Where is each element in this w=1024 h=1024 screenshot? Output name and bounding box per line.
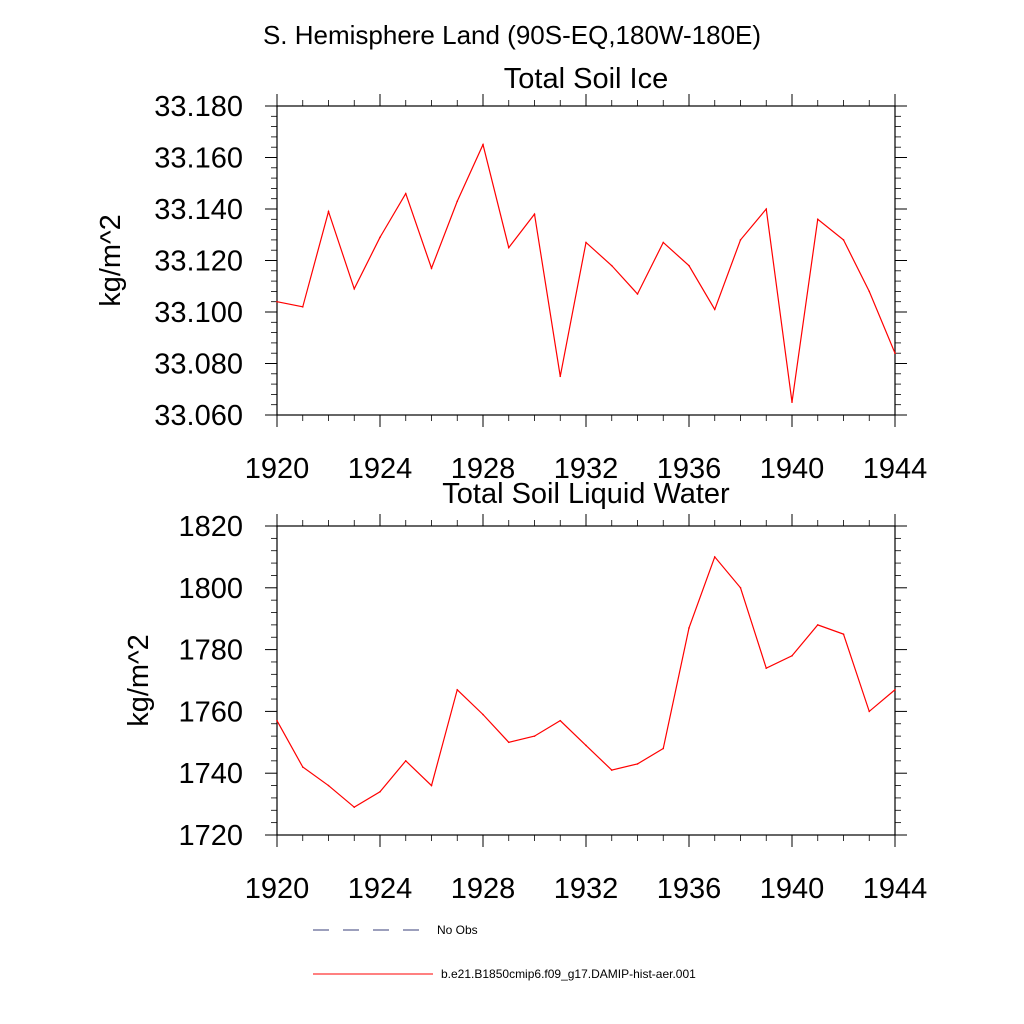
y-tick-label: 1780 <box>178 635 243 667</box>
data-point <box>636 293 639 295</box>
x-tick-label: 1932 <box>554 873 619 905</box>
data-point <box>559 375 562 378</box>
data-point <box>327 784 330 787</box>
chart-title: Total Soil Ice <box>504 63 668 95</box>
data-point <box>868 290 871 293</box>
x-tick-label: 1944 <box>863 453 928 485</box>
x-tick-label: 1944 <box>863 873 928 905</box>
panel-total-soil-liquid-water: Total Soil Liquid Water kg/m^2 1920 1924 192… <box>123 478 927 905</box>
y-tick-label: 33.080 <box>154 349 243 381</box>
x-tick-label: 1920 <box>245 873 310 905</box>
x-tick-label: 1928 <box>451 873 516 905</box>
x-tick-label: 1936 <box>657 453 722 485</box>
data-point <box>791 401 793 403</box>
data-point <box>791 654 793 657</box>
y-tick-label: 1820 <box>178 511 243 543</box>
x-tick-label: 1920 <box>245 453 310 485</box>
data-point <box>765 208 768 210</box>
y-tick-label: 33.160 <box>154 143 243 175</box>
data-point <box>842 239 845 241</box>
data-point <box>430 267 433 270</box>
data-point <box>713 556 716 558</box>
data-point <box>662 747 665 750</box>
data-point <box>585 241 587 244</box>
data-point <box>816 218 819 221</box>
y-tick-label: 1800 <box>178 573 243 605</box>
data-point <box>636 763 639 765</box>
data-point <box>456 200 459 203</box>
data-point <box>404 192 407 195</box>
data-point <box>276 719 278 722</box>
data-point <box>894 352 896 355</box>
panel-total-soil-ice: Total Soil Ice kg/m^2 1920 1924 1928 1932 1936… <box>95 63 927 485</box>
data-point <box>353 288 356 290</box>
data-point <box>327 210 330 213</box>
data-point <box>301 766 304 768</box>
data-point <box>430 784 433 787</box>
data-point <box>559 719 562 722</box>
data-point <box>276 300 278 303</box>
series-line <box>276 555 896 808</box>
data-point <box>353 806 356 808</box>
data-point <box>482 713 484 716</box>
y-axis-label: kg/m^2 <box>123 634 155 727</box>
legend-label: No Obs <box>437 923 478 937</box>
plot-frame <box>276 525 896 836</box>
data-point <box>379 790 381 793</box>
series-line <box>276 142 896 403</box>
y-tick-label: 33.100 <box>154 297 243 329</box>
chart-title: Total Soil Liquid Water <box>442 478 730 510</box>
x-tick-label: 1924 <box>348 453 413 485</box>
data-point <box>456 688 459 691</box>
x-tick-label: 1940 <box>760 453 825 485</box>
legend: No Obs b.e21.B1850cmip6.f09_g17.DAMIP-his… <box>313 923 696 981</box>
data-point <box>585 744 587 747</box>
y-tick-label: 33.120 <box>154 246 243 278</box>
y-tick-label: 1720 <box>178 820 243 852</box>
y-axis-label: kg/m^2 <box>95 214 127 307</box>
x-tick-label: 1936 <box>657 873 722 905</box>
legend-label: b.e21.B1850cmip6.f09_g17.DAMIP-hist-aer.… <box>441 967 696 981</box>
data-point <box>713 308 716 311</box>
data-point <box>765 667 768 669</box>
data-point <box>610 264 613 267</box>
data-point <box>507 246 510 249</box>
y-tick-label: 33.140 <box>154 194 243 226</box>
data-point <box>507 741 510 744</box>
data-point <box>610 769 613 771</box>
data-point <box>868 710 871 713</box>
data-point <box>688 264 690 267</box>
data-point <box>301 306 304 308</box>
x-tick-label: 1932 <box>554 453 619 485</box>
plot-frame <box>276 105 896 416</box>
data-point <box>482 143 484 146</box>
data-point <box>739 587 742 589</box>
y-tick-label: 33.180 <box>154 91 243 123</box>
data-point <box>404 760 407 762</box>
data-point <box>842 633 845 635</box>
data-point <box>533 735 536 737</box>
y-tick-label: 1740 <box>178 758 243 790</box>
y-tick-label: 1760 <box>178 696 243 728</box>
x-tick-label: 1940 <box>760 873 825 905</box>
data-point <box>533 213 536 215</box>
data-point <box>816 624 819 626</box>
y-tick-label: 33.060 <box>154 400 243 432</box>
data-point <box>662 241 665 244</box>
x-tick-label: 1924 <box>348 873 413 905</box>
data-point <box>379 236 381 239</box>
figure-title: S. Hemisphere Land (90S-EQ,180W-180E) <box>263 20 761 50</box>
data-point <box>894 688 896 691</box>
data-point <box>688 627 690 629</box>
data-point <box>739 239 742 241</box>
x-tick-label: 1928 <box>451 453 516 485</box>
